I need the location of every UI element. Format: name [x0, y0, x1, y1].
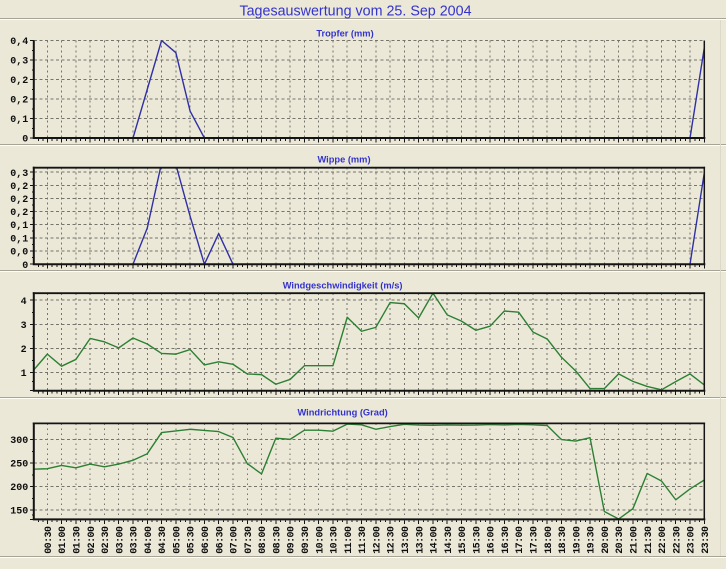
svg-text:09:30: 09:30: [301, 526, 312, 554]
svg-text:21:30: 21:30: [644, 526, 655, 554]
svg-text:300: 300: [10, 436, 28, 447]
svg-text:04:00: 04:00: [144, 526, 155, 554]
svg-text:20:30: 20:30: [615, 526, 626, 554]
svg-text:0: 0: [22, 261, 28, 272]
svg-text:11:30: 11:30: [358, 526, 369, 554]
svg-text:0,2: 0,2: [10, 76, 28, 87]
svg-text:09:00: 09:00: [287, 526, 298, 554]
svg-text:4: 4: [21, 297, 27, 308]
svg-text:0,1: 0,1: [10, 234, 28, 245]
svg-text:17:00: 17:00: [515, 526, 526, 554]
svg-text:Wippe (mm): Wippe (mm): [317, 155, 370, 165]
svg-text:20:00: 20:00: [601, 526, 612, 554]
svg-text:18:00: 18:00: [544, 526, 555, 554]
svg-text:10:30: 10:30: [330, 526, 341, 554]
svg-text:0,3: 0,3: [10, 169, 28, 180]
svg-text:0,0: 0,0: [10, 248, 28, 259]
svg-text:0,2: 0,2: [10, 208, 28, 219]
svg-text:06:30: 06:30: [215, 526, 226, 554]
svg-text:18:30: 18:30: [558, 526, 569, 554]
svg-text:13:00: 13:00: [401, 526, 412, 554]
svg-text:21:00: 21:00: [629, 526, 640, 554]
svg-text:08:30: 08:30: [272, 526, 283, 554]
svg-text:05:00: 05:00: [172, 526, 183, 554]
svg-text:16:00: 16:00: [487, 526, 498, 554]
svg-text:0,1: 0,1: [10, 221, 28, 232]
svg-text:08:00: 08:00: [258, 526, 269, 554]
svg-text:14:00: 14:00: [430, 526, 441, 554]
svg-text:01:00: 01:00: [58, 526, 69, 554]
svg-text:3: 3: [21, 321, 27, 332]
svg-text:12:30: 12:30: [387, 526, 398, 554]
svg-text:19:30: 19:30: [587, 526, 598, 554]
svg-text:04:30: 04:30: [158, 526, 169, 554]
svg-text:250: 250: [10, 460, 28, 471]
svg-text:150: 150: [10, 507, 28, 518]
svg-text:16:30: 16:30: [501, 526, 512, 554]
svg-text:0,2: 0,2: [10, 96, 28, 107]
svg-text:13:30: 13:30: [415, 526, 426, 554]
svg-text:22:00: 22:00: [658, 526, 669, 554]
svg-text:07:00: 07:00: [230, 526, 241, 554]
svg-text:11:00: 11:00: [344, 526, 355, 554]
svg-text:Tropfer (mm): Tropfer (mm): [316, 29, 373, 39]
svg-text:14:30: 14:30: [444, 526, 455, 554]
svg-text:0,4: 0,4: [10, 37, 28, 48]
svg-text:12:00: 12:00: [372, 526, 383, 554]
svg-text:00:30: 00:30: [44, 526, 55, 554]
svg-text:0: 0: [22, 135, 28, 146]
svg-text:0,1: 0,1: [10, 115, 28, 126]
svg-text:200: 200: [10, 483, 28, 494]
svg-text:02:30: 02:30: [101, 526, 112, 554]
svg-text:10:00: 10:00: [315, 526, 326, 554]
svg-text:01:30: 01:30: [72, 526, 83, 554]
svg-text:2: 2: [21, 345, 27, 356]
svg-text:17:30: 17:30: [530, 526, 541, 554]
svg-text:07:30: 07:30: [244, 526, 255, 554]
svg-text:03:30: 03:30: [130, 526, 141, 554]
svg-text:0,2: 0,2: [10, 182, 28, 193]
svg-text:23:00: 23:00: [687, 526, 698, 554]
svg-text:1: 1: [21, 369, 27, 380]
svg-text:15:30: 15:30: [472, 526, 483, 554]
svg-text:Windrichtung (Grad): Windrichtung (Grad): [297, 408, 387, 418]
svg-text:03:00: 03:00: [115, 526, 126, 554]
svg-text:19:00: 19:00: [572, 526, 583, 554]
svg-text:0,3: 0,3: [10, 57, 28, 68]
svg-text:22:30: 22:30: [672, 526, 683, 554]
svg-text:06:00: 06:00: [201, 526, 212, 554]
svg-text:02:00: 02:00: [87, 526, 98, 554]
svg-text:0,2: 0,2: [10, 195, 28, 206]
svg-text:05:30: 05:30: [187, 526, 198, 554]
svg-text:23:30: 23:30: [701, 526, 712, 554]
svg-text:Windgeschwindigkeit (m/s): Windgeschwindigkeit (m/s): [283, 281, 403, 291]
svg-text:15:00: 15:00: [458, 526, 469, 554]
svg-text:Tagesauswertung vom 25. Sep 20: Tagesauswertung vom 25. Sep 2004: [239, 4, 471, 20]
